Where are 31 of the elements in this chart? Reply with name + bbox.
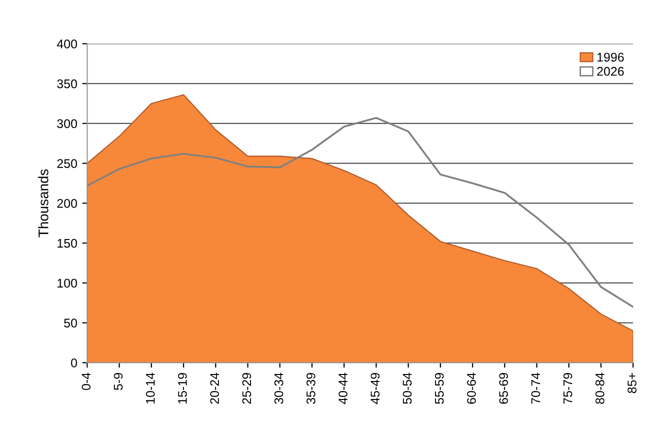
- x-tick-label: 30-34: [274, 372, 284, 404]
- y-tick-label: 0: [71, 358, 77, 368]
- x-tick-label: 5-9: [114, 373, 123, 390]
- y-tick-label: 250: [57, 159, 77, 168]
- x-tick-label: 50-54: [402, 372, 412, 404]
- x-tick-label: 55-59: [434, 373, 444, 404]
- y-tick-label: 400: [56, 40, 77, 48]
- x-tick-label: 70-74: [531, 372, 540, 404]
- y-tick-label: 200: [57, 199, 77, 208]
- y-axis-title: Thousands: [38, 169, 48, 238]
- y-tick-label: 350: [57, 79, 77, 88]
- x-tick-label: 10-14: [146, 372, 155, 404]
- x-tick-label: 0-4: [82, 372, 91, 390]
- x-tick-label: 35-39: [306, 373, 316, 404]
- x-tick-label: 15-19: [178, 373, 187, 404]
- x-tick-label: 65-69: [499, 373, 508, 404]
- x-tick-label: 40-44: [338, 372, 348, 404]
- x-tick-label: 20-24: [210, 372, 220, 404]
- legend-label: 2026: [597, 66, 624, 76]
- x-tick-label: 75-79: [563, 373, 572, 404]
- y-tick-label: 100: [58, 278, 77, 288]
- x-tick-label: 85+: [628, 373, 636, 394]
- legend-label: 1996: [597, 52, 624, 62]
- x-tick-label: 25-29: [242, 373, 252, 404]
- line-series: [87, 116, 634, 308]
- x-tick-label: 45-49: [370, 373, 380, 404]
- x-tick-label: 80-84: [595, 372, 604, 404]
- y-tick-label: 150: [58, 238, 77, 248]
- x-tick-label: 60-64: [467, 372, 476, 404]
- y-tick-label: 50: [64, 318, 77, 328]
- y-tick-label: 300: [57, 119, 77, 128]
